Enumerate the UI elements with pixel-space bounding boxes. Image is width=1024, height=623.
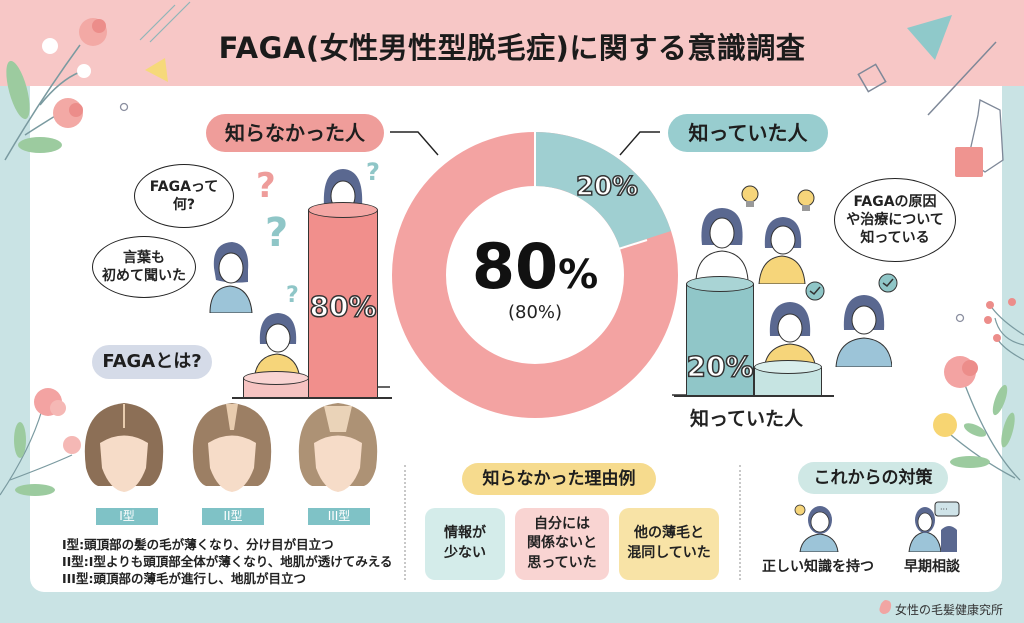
type-tag-2: II型 bbox=[202, 508, 264, 525]
baseline bbox=[674, 395, 834, 397]
question-mark-icon: ? bbox=[366, 158, 380, 186]
measures-heading: これからの対策 bbox=[798, 462, 948, 494]
hair-type-2-illustration bbox=[192, 403, 272, 492]
reason-card-not-related: 自分には 関係ないと 思っていた bbox=[515, 508, 609, 580]
triangle-decor-icon bbox=[145, 58, 168, 82]
svg-text:···: ··· bbox=[940, 505, 948, 514]
unaware-label: 知らなかった人 bbox=[206, 114, 384, 152]
brand-logo-icon bbox=[879, 600, 892, 614]
donut-center: 80% (80%) bbox=[455, 236, 615, 324]
speech-bubble-what-is-faga: FAGAって 何? bbox=[134, 164, 234, 228]
reason-card-little-info: 情報が 少ない bbox=[425, 508, 505, 580]
consultation-icon: ··· bbox=[908, 501, 960, 552]
speech-bubble-know-causes: FAGAの原因 や治療について 知っている bbox=[834, 178, 956, 262]
aware-label: 知っていた人 bbox=[668, 114, 828, 152]
check-bubble-icon bbox=[805, 281, 825, 301]
unaware-percent-label: 80% bbox=[309, 289, 378, 324]
baseline bbox=[232, 397, 392, 399]
right-flower-icon bbox=[933, 298, 1024, 481]
type-tag-1: I型 bbox=[96, 508, 158, 525]
flower-branch-icon bbox=[4, 18, 107, 161]
section-divider bbox=[404, 465, 406, 580]
doctor-icon bbox=[695, 208, 749, 280]
page-title: FAGA(女性男性型脱毛症)に関する意識調査 bbox=[218, 31, 806, 65]
type-1-description: I型:頭頂部の髪の毛が薄くなり、分け目が目立つ bbox=[62, 537, 334, 552]
donut-center-unit: % bbox=[558, 252, 599, 298]
lightbulb-icon bbox=[797, 189, 815, 211]
person-pointing-icon bbox=[835, 295, 892, 367]
reasons-heading: 知らなかった理由例 bbox=[462, 463, 656, 495]
hair-type-3-illustration bbox=[298, 403, 378, 492]
person-puzzled-icon bbox=[209, 242, 253, 313]
section-divider bbox=[739, 465, 741, 580]
type-2-description: II型:I型よりも頭頂部全体が薄くなり、地肌が透けてみえる bbox=[62, 554, 393, 569]
person-thinking-icon bbox=[253, 313, 301, 380]
aware-bar-label: 知っていた人 bbox=[690, 408, 804, 430]
question-mark-icon: ? bbox=[256, 166, 276, 206]
aware-percent-label: 20% bbox=[686, 349, 755, 384]
person-glasses-icon bbox=[758, 217, 806, 284]
header-band bbox=[0, 0, 1024, 86]
bottom-left-flower-icon bbox=[0, 388, 81, 496]
hair-type-1-illustration bbox=[84, 403, 164, 492]
lightbulb-icon bbox=[741, 185, 759, 207]
donut-center-sub: (80%) bbox=[507, 302, 563, 323]
measure-knowledge-label: 正しい知識を持つ bbox=[762, 559, 874, 575]
donut-chart bbox=[392, 132, 678, 418]
donut-segment-label: 20% bbox=[575, 171, 639, 203]
speech-bubble-first-time: 言葉も 初めて聞いた bbox=[92, 236, 196, 298]
question-mark-icon: ? bbox=[265, 210, 289, 256]
faga-info-heading: FAGAとは? bbox=[92, 345, 212, 379]
type-tag-3: III型 bbox=[308, 508, 370, 525]
person-knowledge-icon bbox=[794, 504, 839, 552]
measure-consult-label: 早期相談 bbox=[904, 559, 960, 575]
check-bubble-icon bbox=[878, 273, 898, 293]
reason-card-confused: 他の薄毛と 混同していた bbox=[619, 508, 719, 580]
footer-brand: 女性の毛髪健康究所 bbox=[895, 603, 1004, 617]
type-3-description: III型:頭頂部の薄毛が進行し、地肌が目立つ bbox=[62, 571, 306, 586]
question-mark-icon: ? bbox=[286, 283, 299, 308]
donut-center-value: 80 bbox=[471, 230, 559, 303]
